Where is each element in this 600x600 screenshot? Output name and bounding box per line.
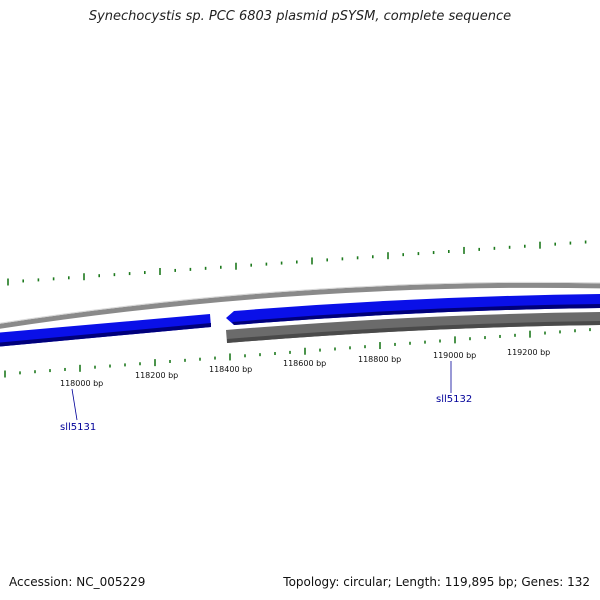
scale-tick-label: 118600 bp bbox=[283, 359, 326, 368]
scale-tick-label: 119000 bp bbox=[433, 351, 476, 360]
gene-label-sll5132[interactable]: sll5132 bbox=[436, 394, 472, 405]
scale-tick-label: 118000 bp bbox=[60, 379, 103, 388]
scale-tick-label: 119200 bp bbox=[507, 348, 550, 357]
gene-label-leader bbox=[71, 388, 78, 421]
scale-tick-label: 118200 bp bbox=[135, 371, 178, 380]
accession-text: Accession: NC_005229 bbox=[9, 575, 146, 589]
gc-skew-ticks-outer bbox=[7, 240, 587, 286]
scale-tick-label: 118400 bp bbox=[209, 365, 252, 374]
backbone-arc-highlight bbox=[0, 281, 600, 324]
map-title: Synechocystis sp. PCC 6803 plasmid pSYSM… bbox=[88, 9, 512, 24]
gene-sll5132-shade bbox=[232, 304, 600, 325]
backbone-arc bbox=[0, 282, 600, 329]
scale-tick-label: 118800 bp bbox=[358, 355, 401, 364]
gc-skew-ticks-inner bbox=[4, 328, 591, 378]
gene-label-sll5131[interactable]: sll5131 bbox=[60, 422, 96, 433]
topology-summary: Topology: circular; Length: 119,895 bp; … bbox=[283, 575, 590, 589]
gene-reverse-strand-shade bbox=[227, 321, 600, 343]
gene-sll5131-shade bbox=[0, 323, 211, 347]
